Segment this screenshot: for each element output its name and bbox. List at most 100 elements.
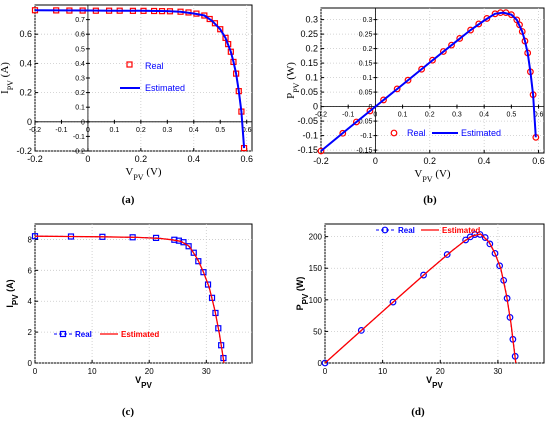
data-point <box>420 271 427 279</box>
origin-x-tick-label: -0.1 <box>55 127 67 134</box>
data-point <box>418 65 426 73</box>
y-tick-label: 0.05 <box>300 87 318 97</box>
y-tick-label: -0.15 <box>297 145 318 155</box>
plot-frame <box>320 7 545 154</box>
caption-b: (b) <box>423 194 437 206</box>
data-point <box>486 240 494 248</box>
origin-x-tick-label: -0.2 <box>315 112 327 119</box>
origin-y-tick-label: 0.05 <box>359 90 373 97</box>
x-tick-label: 0.2 <box>424 156 437 166</box>
x-tick-label: 30 <box>493 367 502 376</box>
panel-a: (a) -0.2 0 0.2 0.4 0.6-0.200.20.40.6-0.2 -0.1… <box>0 4 253 206</box>
origin-x-tick-label: 0.3 <box>162 127 172 134</box>
x-tick-label: 20 <box>436 367 445 376</box>
data-point <box>206 15 213 23</box>
legend-label-real: Real <box>407 128 426 138</box>
x-tick-label: 0.2 <box>135 154 148 164</box>
origin-x-tick-label: 0 <box>373 112 377 119</box>
data-point <box>380 96 387 104</box>
y-tick-label: 200 <box>309 233 323 242</box>
data-point <box>496 262 504 270</box>
y-tick-label: -0.2 <box>16 146 32 156</box>
caption-d: (d) <box>411 406 425 418</box>
origin-y-tick-label: -0.05 <box>356 119 372 126</box>
legend-label-estimated: Estimated <box>461 128 501 138</box>
legend-label-estimated: Estimated <box>145 83 185 93</box>
legend-label-real: Real <box>75 330 92 339</box>
origin-y-tick-label: 0.6 <box>75 32 85 39</box>
data-point <box>317 147 325 155</box>
series-line-estimated <box>34 9 246 149</box>
data-point <box>475 20 483 28</box>
x-tick-label: 0 <box>323 367 328 376</box>
legend-label-real: Real <box>145 61 164 71</box>
origin-y-tick-label: 0.1 <box>363 75 373 82</box>
origin-x-tick-label: 0.4 <box>479 112 489 119</box>
data-point <box>443 251 451 258</box>
y-axis-label: PPV (W) <box>295 277 310 311</box>
y-tick-label: 0 <box>28 359 33 368</box>
data-point <box>200 269 207 276</box>
legend-label-real: Real <box>398 226 415 235</box>
origin-y-tick-label: 0.3 <box>75 76 85 83</box>
series-line-estimated <box>324 233 517 364</box>
data-point <box>462 236 470 244</box>
x-tick-label: 0.6 <box>240 154 253 164</box>
y-tick-label: 50 <box>313 327 322 336</box>
x-axis-label: VPV (V) <box>414 168 451 184</box>
data-point <box>448 41 455 49</box>
data-point <box>185 243 192 250</box>
origin-x-tick-label: 0.1 <box>398 112 408 119</box>
y-tick-label: 0.15 <box>300 58 318 68</box>
data-point <box>217 26 224 33</box>
x-tick-label: -0.2 <box>313 156 329 166</box>
data-point <box>352 118 360 126</box>
origin-y-tick-label: -0.1 <box>73 134 85 141</box>
origin-x-tick-label: -0.1 <box>342 112 354 119</box>
origin-y-tick-label: -0.1 <box>360 133 372 140</box>
y-axis-label: PPV (W) <box>285 62 301 99</box>
origin-x-tick-label: 0.4 <box>189 127 199 134</box>
y-tick-label: 0.4 <box>19 58 32 68</box>
x-tick-label: 0 <box>373 156 378 166</box>
y-tick-label: -0.1 <box>302 131 318 141</box>
y-tick-label: 0 <box>313 102 318 112</box>
origin-y-tick-label: 0.7 <box>75 17 85 24</box>
plot-frame <box>34 4 253 152</box>
y-tick-label: 150 <box>309 264 323 273</box>
y-tick-label: 0.1 <box>305 73 318 83</box>
data-point <box>321 359 329 367</box>
origin-y-tick-label: 0.25 <box>359 32 373 39</box>
data-point <box>404 76 412 84</box>
panel-d: (d) 0 10 20 30 0 50 100 150 200 VPV PPV (W) Real Est… <box>295 223 545 418</box>
origin-x-tick-label: 0.1 <box>110 127 120 134</box>
origin-y-tick-label: 0 <box>81 119 85 126</box>
data-point <box>190 249 197 256</box>
origin-y-tick-label: -0.15 <box>356 148 372 155</box>
legend-marker-real <box>381 226 389 234</box>
legend-label-estimated: Estimated <box>121 330 159 339</box>
origin-y-tick-label: 0.15 <box>359 61 373 68</box>
origin-x-tick-label: 0.2 <box>136 127 146 134</box>
series-line-estimated <box>320 11 537 152</box>
x-axis-label: VPV <box>426 375 443 390</box>
data-point <box>357 326 365 334</box>
y-axis-label: IPV (A) <box>5 279 20 307</box>
y-tick-label: 0 <box>27 117 32 127</box>
origin-y-tick-label: 0.2 <box>75 90 85 97</box>
origin-x-tick-label: 0.5 <box>506 112 516 119</box>
caption-c: (c) <box>122 406 135 418</box>
origin-x-tick-label: 0.5 <box>215 127 225 134</box>
y-tick-label: 0.2 <box>305 44 318 54</box>
origin-x-tick-label: 0 <box>86 127 90 134</box>
origin-y-tick-label: 0.2 <box>363 46 373 53</box>
origin-x-tick-label: 0.2 <box>425 112 435 119</box>
origin-y-tick-label: 0.4 <box>75 61 85 68</box>
y-tick-label: 0.2 <box>19 88 32 98</box>
data-point <box>393 85 401 93</box>
series-line-estimated <box>34 235 225 364</box>
origin-y-tick-label: 0.5 <box>75 46 85 53</box>
legend-marker-real <box>126 61 133 68</box>
x-tick-label: -0.2 <box>27 154 43 164</box>
